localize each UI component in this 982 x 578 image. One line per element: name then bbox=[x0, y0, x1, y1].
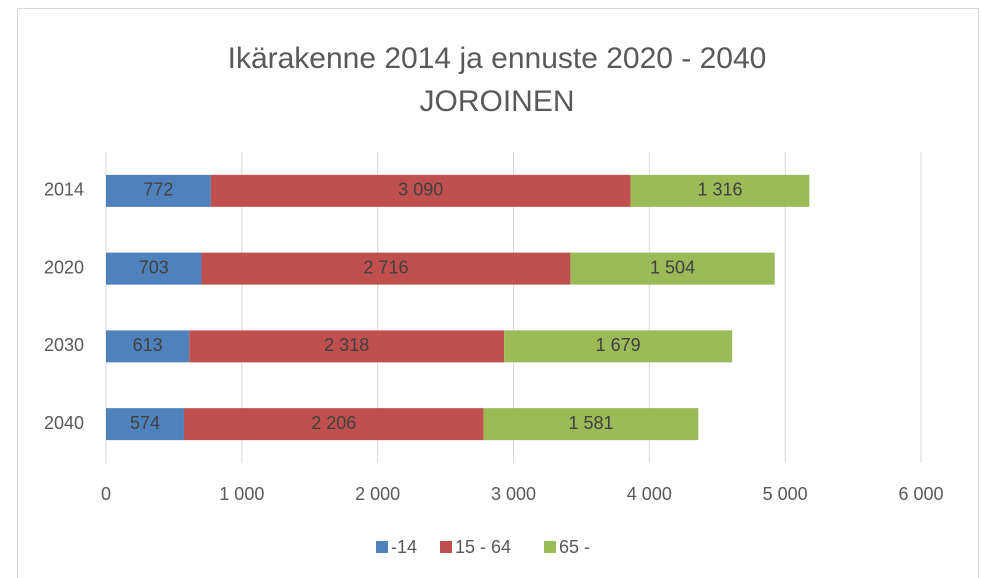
bar-segment bbox=[183, 408, 484, 441]
data-label: 1 581 bbox=[568, 413, 613, 433]
data-label: 613 bbox=[133, 335, 163, 355]
x-tick-label: 3 000 bbox=[491, 484, 536, 504]
data-label: 574 bbox=[130, 413, 160, 433]
chart-subtitle: JOROINEN bbox=[419, 85, 574, 118]
bar-segment bbox=[106, 174, 211, 207]
legend-label: 15 - 64 bbox=[455, 537, 511, 557]
x-tick-label: 5 000 bbox=[763, 484, 808, 504]
data-label: 1 316 bbox=[697, 180, 742, 200]
x-tick-label: 2 000 bbox=[355, 484, 400, 504]
data-label: 772 bbox=[143, 180, 173, 200]
data-label: 1 504 bbox=[650, 257, 695, 277]
legend-swatch bbox=[376, 541, 388, 553]
data-label: 3 090 bbox=[398, 180, 443, 200]
data-label: 2 318 bbox=[324, 335, 369, 355]
x-tick-label: 6 000 bbox=[898, 484, 943, 504]
data-label: 1 679 bbox=[596, 335, 641, 355]
chart-frame bbox=[17, 8, 979, 578]
chart-title: Ikärakenne 2014 ja ennuste 2020 - 2040 bbox=[228, 42, 767, 75]
data-label: 2 206 bbox=[311, 413, 356, 433]
bar-segment bbox=[106, 252, 202, 285]
y-tick-label: 2020 bbox=[44, 257, 84, 277]
data-label: 2 716 bbox=[363, 257, 408, 277]
y-tick-label: 2040 bbox=[44, 413, 84, 433]
y-tick-label: 2014 bbox=[44, 180, 84, 200]
data-label: 703 bbox=[139, 257, 169, 277]
bar-segment bbox=[630, 174, 810, 207]
y-tick-label: 2030 bbox=[44, 335, 84, 355]
x-tick-label: 4 000 bbox=[627, 484, 672, 504]
x-tick-label: 0 bbox=[101, 484, 111, 504]
bar-segment bbox=[189, 330, 505, 363]
bar-segment bbox=[210, 174, 631, 207]
bar-segment bbox=[570, 252, 775, 285]
x-tick-label: 1 000 bbox=[219, 484, 264, 504]
legend-label: 65 - bbox=[559, 537, 590, 557]
bar-segment bbox=[504, 330, 733, 363]
bar-segment bbox=[106, 408, 184, 441]
bar-segment bbox=[106, 330, 190, 363]
bar-segment bbox=[483, 408, 699, 441]
legend-swatch bbox=[544, 541, 556, 553]
legend-swatch bbox=[440, 541, 452, 553]
bar-segment bbox=[201, 252, 571, 285]
legend-label: -14 bbox=[391, 537, 417, 557]
